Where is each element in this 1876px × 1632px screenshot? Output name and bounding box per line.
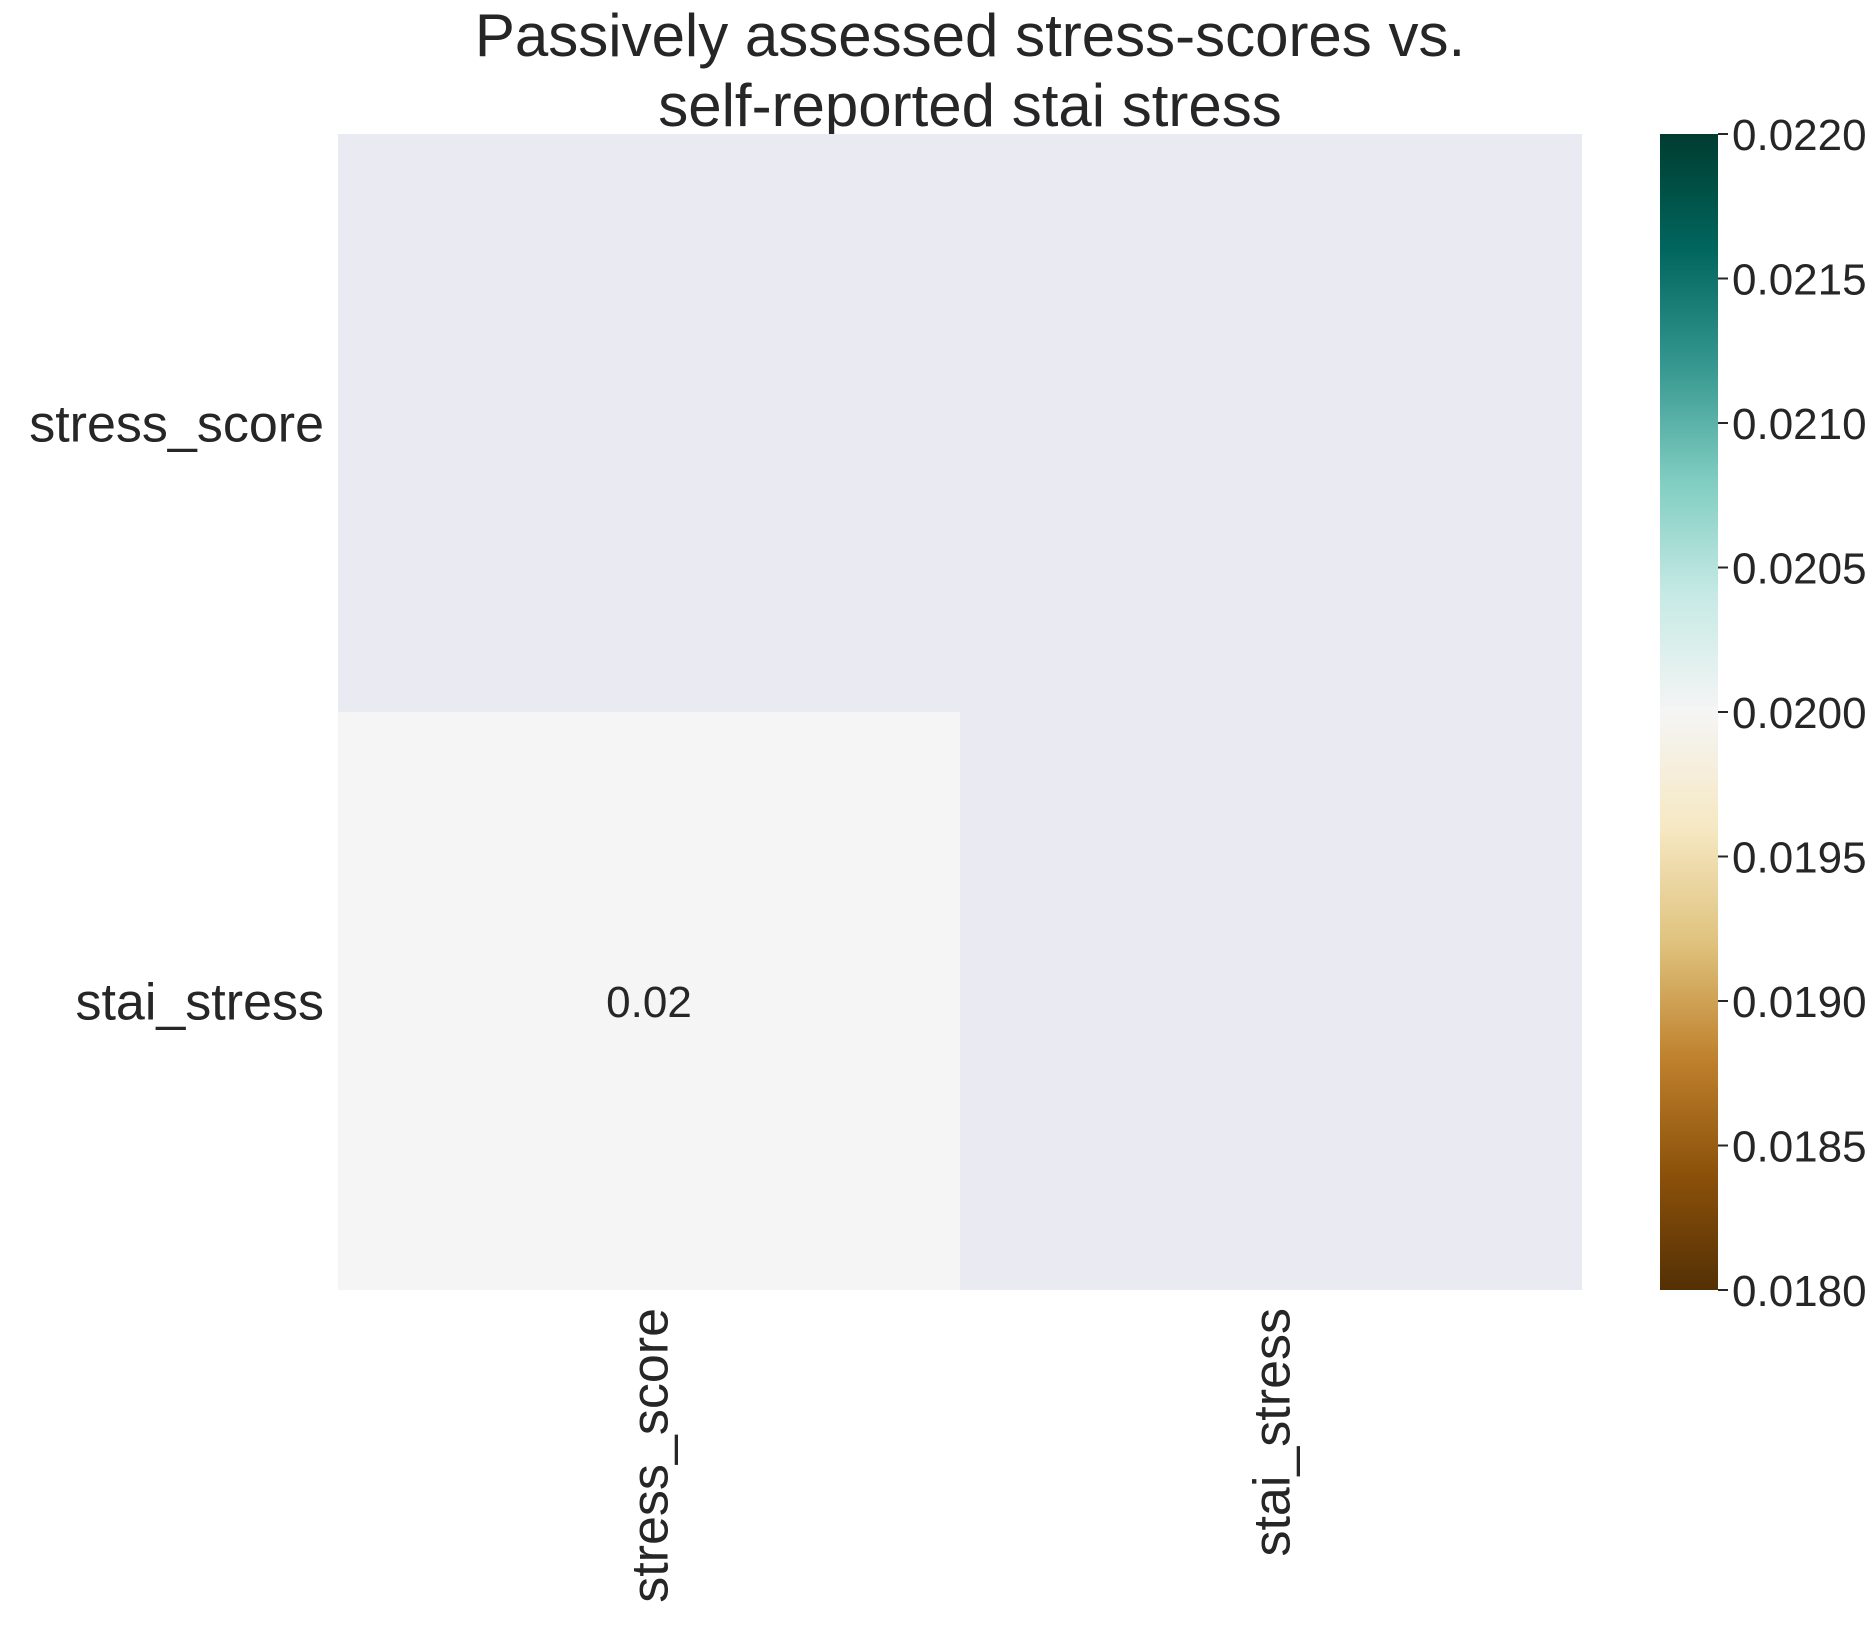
colorbar-tick-label: 0.0180 <box>1732 1267 1867 1316</box>
colorbar-tick-label: 0.0210 <box>1732 400 1867 449</box>
colorbar: 0.0180 0.0185 0.0190 0.0195 0.0200 0.0205 0.02… <box>1660 111 1867 1316</box>
colorbar-tick-label: 0.0220 <box>1732 111 1867 160</box>
heatmap-cell-masked <box>960 712 1582 1290</box>
column-label: stress_score <box>622 1308 680 1603</box>
column-labels: stress_score stai_stress <box>622 1308 1302 1603</box>
colorbar-tick-label: 0.0190 <box>1732 978 1867 1027</box>
column-label: stai_stress <box>1244 1308 1302 1557</box>
colorbar-tick-label: 0.0215 <box>1732 255 1867 304</box>
colorbar-tick-label: 0.0205 <box>1732 544 1867 593</box>
heatmap-cell-masked <box>960 134 1582 712</box>
row-labels: stress_score stai_stress <box>29 396 324 1032</box>
colorbar-tick-label: 0.0195 <box>1732 833 1867 882</box>
row-label: stai_stress <box>75 974 324 1032</box>
chart-title-line-2: self-reported stai stress <box>658 72 1282 139</box>
heatmap-cell-annotation: 0.02 <box>606 978 692 1027</box>
heatmap-cell-masked <box>338 134 960 712</box>
chart-title-line-1: Passively assessed stress-scores vs. <box>475 2 1465 69</box>
colorbar-gradient <box>1660 134 1718 1290</box>
colorbar-tick-label: 0.0185 <box>1732 1122 1867 1171</box>
heatmap-cell <box>338 712 960 1290</box>
row-label: stress_score <box>29 396 324 454</box>
heatmap-cells: 0.02 <box>338 134 1582 1290</box>
colorbar-tick-label: 0.0200 <box>1732 689 1867 738</box>
